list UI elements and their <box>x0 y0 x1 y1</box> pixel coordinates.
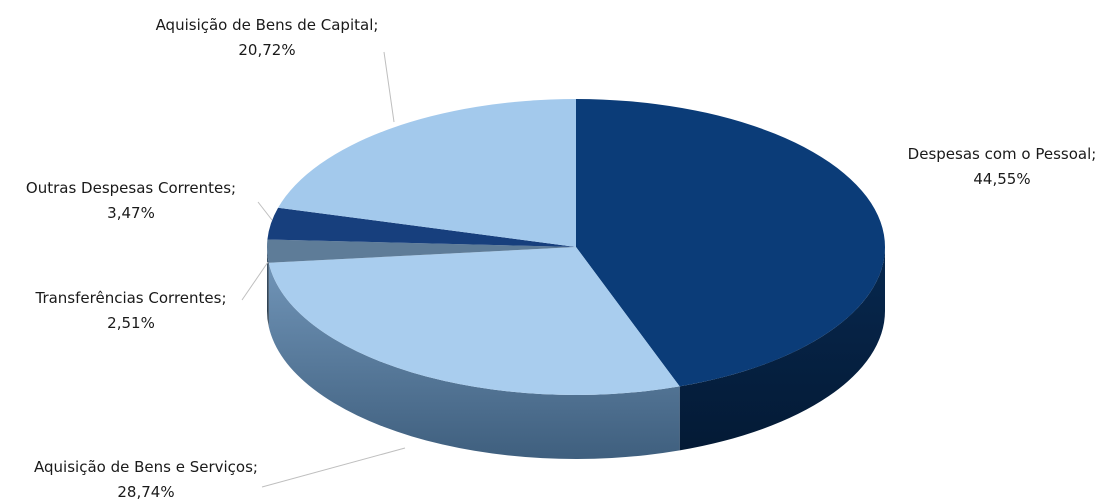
label-value-aquisicao-de-bens-e-servicos: 28,74% <box>117 483 174 501</box>
label-value-transferencias-correntes: 2,51% <box>107 314 155 332</box>
label-value-aquisicao-de-bens-de-capital: 20,72% <box>238 41 295 59</box>
pie-slice-despesas-com-o-pessoal <box>576 98 886 387</box>
pie-slice-aquisicao-de-bens-de-capital <box>278 98 576 248</box>
label-name-transferencias-correntes: Transferências Correntes; <box>34 289 226 307</box>
pie-tops <box>267 98 886 395</box>
leader-line-transferencias <box>241 261 269 301</box>
pie-slice-transferencias-correntes <box>267 239 576 263</box>
label-value-despesas-com-o-pessoal: 44,55% <box>973 170 1030 188</box>
label-name-aquisicao-de-bens-e-servicos: Aquisição de Bens e Serviços; <box>34 458 258 476</box>
leader-line-capital <box>383 51 395 123</box>
pie-slice-outras-despesas-correntes <box>267 207 576 247</box>
label-value-outras-despesas-correntes: 3,47% <box>107 204 155 222</box>
pie-slice-aquisicao-de-bens-e-servicos <box>268 247 680 395</box>
label-name-aquisicao-de-bens-de-capital: Aquisição de Bens de Capital; <box>156 16 379 34</box>
data-labels: Despesas com o Pessoal; 44,55% Aquisição… <box>26 16 1096 501</box>
label-name-despesas-com-o-pessoal: Despesas com o Pessoal; <box>908 145 1097 163</box>
pie-sides <box>267 247 885 460</box>
leader-line-servicos <box>261 447 406 488</box>
label-name-outras-despesas-correntes: Outras Despesas Correntes; <box>26 179 236 197</box>
leader-line-outras <box>257 201 273 221</box>
pie-side-aquisicao-de-bens-e-servicos <box>268 262 680 460</box>
pie-side-despesas-com-o-pessoal <box>679 247 885 451</box>
pie-side-transferencias-correntes <box>267 247 269 327</box>
leader-lines <box>241 51 406 488</box>
